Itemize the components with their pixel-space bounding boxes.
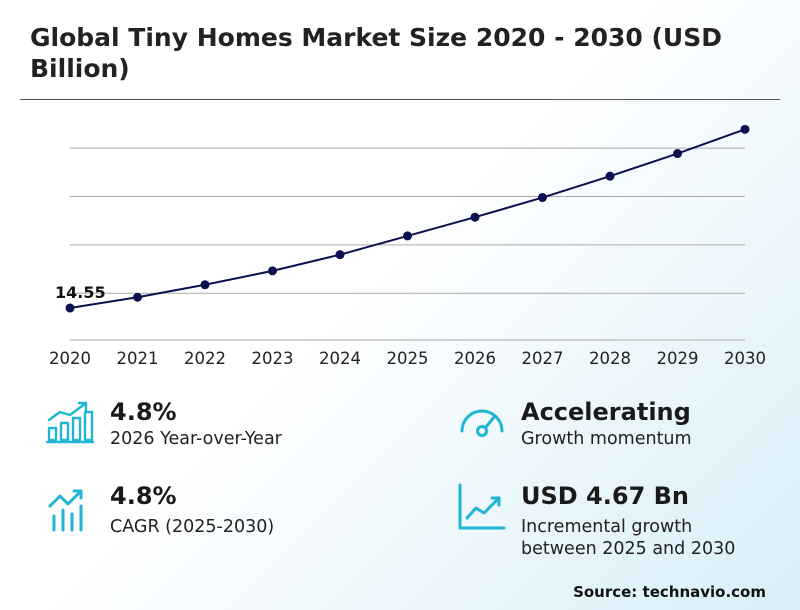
line-chart-up-icon bbox=[458, 483, 506, 530]
title-divider bbox=[20, 99, 780, 100]
kpi-incremental: USD 4.67 Bn Incremental growth between 2… bbox=[457, 482, 777, 562]
kpi-cagr-label: CAGR (2025-2030) bbox=[110, 517, 275, 537]
x-tick-label-2021: 2021 bbox=[117, 349, 159, 368]
data-point-2030 bbox=[740, 124, 750, 134]
x-tick-label-2024: 2024 bbox=[319, 349, 361, 368]
x-tick-label-2027: 2027 bbox=[522, 349, 564, 368]
gridlines bbox=[70, 147, 745, 294]
data-point-2023 bbox=[268, 266, 277, 276]
growth-trend-icon bbox=[48, 489, 83, 532]
data-labels: 14.55 bbox=[55, 283, 106, 302]
x-tick-label-2025: 2025 bbox=[387, 349, 429, 368]
kpi-yoy-value: 4.8% bbox=[110, 398, 177, 426]
data-points bbox=[65, 124, 750, 313]
kpi-momentum-label: Growth momentum bbox=[521, 429, 692, 449]
kpi-yoy: 4.8% 2026 Year-over-Year bbox=[46, 398, 376, 458]
chart-title: Global Tiny Homes Market Size 2020 - 203… bbox=[30, 23, 722, 83]
kpi-incremental-value: USD 4.67 Bn bbox=[521, 482, 689, 510]
data-label-2020: 14.55 bbox=[55, 283, 106, 302]
source-credit: Source: technavio.com bbox=[573, 583, 766, 601]
x-tick-label-2026: 2026 bbox=[454, 349, 496, 368]
x-tick-label-2022: 2022 bbox=[184, 349, 226, 368]
x-tick-label-2030: 2030 bbox=[724, 349, 766, 368]
kpi-incremental-label-line1: Incremental growth bbox=[521, 517, 693, 537]
data-point-2025 bbox=[403, 231, 412, 241]
data-point-2020 bbox=[65, 303, 75, 313]
x-tick-label-2020: 2020 bbox=[49, 349, 91, 368]
x-tick-label-2023: 2023 bbox=[252, 349, 294, 368]
data-point-2028 bbox=[605, 171, 615, 181]
series-polyline bbox=[69, 128, 746, 310]
data-point-2029 bbox=[673, 149, 682, 159]
data-point-2026 bbox=[470, 212, 480, 222]
series-line bbox=[69, 128, 746, 310]
x-axis: 2020 2021 2022 2023 2024 2025 2026 2027 2028 2029… bbox=[49, 339, 766, 368]
data-point-2027 bbox=[538, 193, 547, 203]
kpi-momentum-value: Accelerating bbox=[521, 398, 691, 426]
x-tick-label-2029: 2029 bbox=[657, 349, 699, 368]
kpi-yoy-label: 2026 Year-over-Year bbox=[110, 429, 282, 449]
kpi-cagr: 4.8% CAGR (2025-2030) bbox=[46, 482, 376, 542]
kpi-cagr-value: 4.8% bbox=[110, 482, 177, 510]
x-tick-label-2028: 2028 bbox=[589, 349, 631, 368]
line-chart: 2020 2021 2022 2023 2024 2025 2026 2027 2028 2029… bbox=[49, 124, 766, 368]
data-point-2021 bbox=[133, 292, 142, 302]
data-point-2024 bbox=[335, 250, 345, 260]
bar-chart-up-icon bbox=[46, 401, 94, 444]
data-point-2022 bbox=[200, 280, 210, 290]
speedometer-icon bbox=[460, 409, 504, 437]
kpi-momentum: Accelerating Growth momentum bbox=[457, 398, 777, 458]
kpi-incremental-label-line2: between 2025 and 2030 bbox=[521, 539, 736, 559]
